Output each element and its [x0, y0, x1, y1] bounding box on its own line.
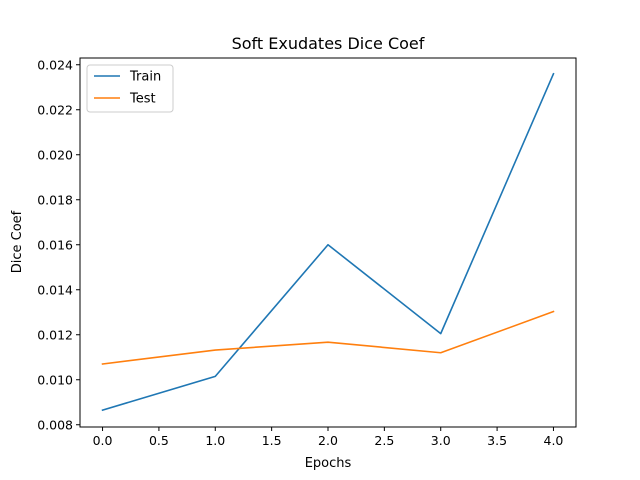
x-tick-label: 1.5: [262, 433, 282, 448]
plot-area: 0.0 0.5 1.0 1.5 2.0 2.5 3.0 3.5 4.0 0.008 0.010 0.0…: [37, 57, 577, 448]
x-tick-label: 0.0: [93, 433, 113, 448]
legend-label-test: Test: [129, 92, 156, 107]
legend: Train Test: [86, 64, 174, 113]
x-tick-label: 3.0: [431, 433, 451, 448]
legend-label-train: Train: [129, 70, 161, 85]
y-tick-label: 0.016: [37, 237, 73, 252]
y-tick-label: 0.022: [37, 102, 73, 117]
y-axis-title: Dice Coef: [10, 210, 25, 273]
x-tick-label: 2.5: [374, 433, 394, 448]
series-line-train: [101, 72, 555, 412]
y-tick-label: 0.014: [37, 282, 73, 297]
x-tick-label: 3.5: [487, 433, 507, 448]
y-tick-label: 0.020: [37, 147, 73, 162]
series-line-test: [101, 310, 555, 365]
x-axis-title: Epochs: [305, 456, 352, 471]
y-tick-label: 0.010: [37, 372, 73, 387]
x-tick-label: 4.0: [544, 433, 564, 448]
y-tick-label: 0.018: [37, 192, 73, 207]
plot-frame: [79, 57, 577, 428]
y-tick-label: 0.024: [37, 57, 73, 72]
y-tick-label: 0.012: [37, 327, 73, 342]
chart-title: Soft Exudates Dice Coef: [232, 34, 425, 53]
x-tick-label: 2.0: [318, 433, 338, 448]
y-tick-label: 0.008: [37, 417, 73, 432]
x-tick-label: 1.0: [205, 433, 225, 448]
x-tick-label: 0.5: [149, 433, 169, 448]
